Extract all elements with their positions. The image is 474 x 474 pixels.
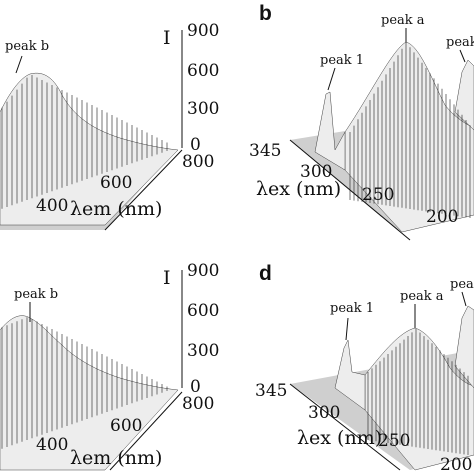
panel-a-em-tick-800: 800 [182, 152, 214, 172]
panel-c-peak-b-label: peak b [14, 287, 58, 302]
panel-d-peak-1-leader [345, 317, 349, 341]
panel-b-ex-label: λex (nm) [256, 178, 341, 200]
panel-d-ex-tick-345: 345 [255, 381, 287, 401]
panel-b-peak-a-label: peak a [381, 13, 425, 28]
panel-d-ex-tick-300: 300 [308, 403, 340, 423]
panel-a-surface-grid [1, 75, 168, 209]
panel-c-em-tick-400: 400 [36, 435, 68, 455]
panel-c-surface-grid [1, 317, 168, 449]
panel-d-peak-1-label: peak 1 [330, 301, 374, 316]
panel-b: b peak 1 peak a peak c 345 300 250 200 λ… [249, 2, 474, 241]
panel-c-em-tick-800: 800 [182, 394, 214, 414]
panel-c-z-tick-600: 600 [187, 301, 219, 321]
panel-d-surface-peak-1 [334, 339, 366, 411]
panel-b-ex-tick-200: 200 [426, 207, 458, 227]
panel-c-em-axis [109, 391, 183, 471]
panel-b-ex-axis [289, 139, 411, 241]
panel-b-surface-grid [349, 42, 471, 218]
panel-a-em-tick-600: 600 [100, 173, 132, 193]
panel-d-letter: d [259, 262, 272, 285]
panel-d-surface-peak-c [454, 305, 474, 389]
panel-b-peak-c-leader [459, 49, 466, 63]
panel-d: d peak 1 peak a peak c 345 300 250 200 λ… [255, 262, 474, 474]
panel-d-peak-c-label: peak c [450, 277, 474, 292]
panel-b-surface-peak-1 [314, 91, 346, 171]
panel-d-surface-grid [367, 328, 469, 455]
panel-c-em-tick-600: 600 [110, 416, 142, 436]
panel-b-letter: b [259, 2, 272, 25]
panel-a-z-tick-900: 900 [187, 21, 219, 41]
panel-c: peak b I 900 600 300 0 800 600 400 λem (… [0, 261, 219, 471]
panel-a: peak b I 900 600 300 0 800 600 400 λem (… [0, 21, 219, 231]
panel-b-peak-c-label: peak c [446, 35, 474, 50]
panel-a-peak-b-label: peak b [5, 39, 49, 54]
panel-d-ex-tick-250: 250 [378, 431, 410, 451]
panel-c-z-label: I [163, 267, 171, 289]
panel-b-ex-tick-345: 345 [249, 141, 281, 161]
panel-d-peak-c-leader [461, 291, 467, 307]
panel-a-z-tick-0: 0 [190, 135, 201, 155]
panel-c-em-label: λem (nm) [70, 447, 162, 469]
panel-a-em-tick-400: 400 [36, 196, 68, 216]
panel-a-z-tick-600: 600 [187, 61, 219, 81]
panel-c-z-tick-300: 300 [187, 341, 219, 361]
panel-d-ex-label: λex (nm) [297, 427, 382, 449]
panel-b-peak-1-leader [327, 67, 336, 91]
panel-a-em-label: λem (nm) [70, 198, 162, 220]
panel-b-ex-tick-300: 300 [300, 162, 332, 182]
panel-b-surface-peak-c [454, 59, 474, 131]
panel-c-z-tick-900: 900 [187, 261, 219, 281]
panel-d-ex-tick-200: 200 [440, 455, 472, 474]
panel-b-ex-tick-250: 250 [362, 185, 394, 205]
panel-a-surface-peak-b [0, 72, 179, 226]
panel-d-peak-a-label: peak a [400, 289, 444, 304]
panel-a-em-axis [104, 149, 183, 231]
panel-a-peak-b-leader [15, 55, 23, 74]
panel-c-z-tick-0: 0 [190, 377, 201, 397]
panel-a-z-tick-300: 300 [187, 99, 219, 119]
panel-d-ex-axis [289, 383, 401, 471]
panel-b-peak-1-label: peak 1 [320, 53, 364, 68]
panel-c-surface-peak-b [0, 315, 179, 471]
panel-a-z-label: I [163, 27, 171, 49]
